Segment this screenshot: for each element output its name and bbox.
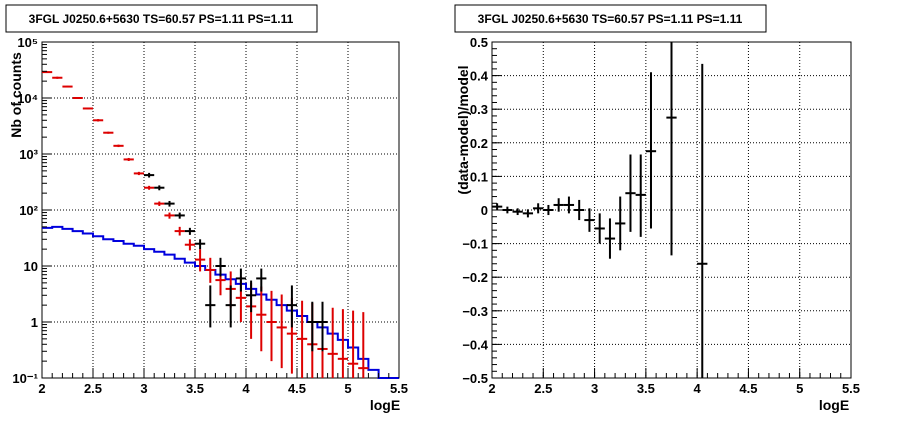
y-tick-label: −0.5: [462, 371, 488, 386]
title-box: [454, 4, 767, 33]
y-axis-label: Nb of counts: [8, 52, 24, 138]
y-axis: −0.5 −0.4 −0.3 −0.2 −0.1 0 0.1 0.2 0.3 0.4 0.5: [462, 35, 502, 386]
x-axis: 2 2.5 3 3.5 4 4.5 5 5.5: [488, 368, 860, 396]
x-tick-label: 5.5: [390, 381, 408, 396]
chart-title: 3FGL J0250.6+5630 TS=60.57 PS=1.11 PS=1.…: [29, 12, 294, 26]
x-tick-label: 5: [344, 381, 351, 396]
y-tick-label: −0.4: [462, 337, 488, 352]
x-axis-label: logE: [370, 397, 400, 413]
x-tick-label: 4: [242, 381, 250, 396]
x-tick-label: 5: [796, 381, 803, 396]
x-tick-label: 3.5: [186, 381, 204, 396]
y-tick-label: −0.3: [462, 304, 488, 319]
y-tick-label: 0.2: [470, 136, 488, 151]
residual-panel: 3FGL J0250.6+5630 TS=60.57 PS=1.11 PS=1.…: [454, 4, 860, 413]
x-tick-label: 3: [140, 381, 147, 396]
y-tick-label: −0.1: [462, 237, 488, 252]
y-axis: 10⁻¹ 1 10 10² 10³ 10⁴ 10⁵: [12, 35, 52, 386]
x-tick-label: 4.5: [288, 381, 306, 396]
y-tick-label: 10: [24, 259, 38, 274]
y-tick-label: 10⁴: [17, 91, 38, 106]
y-tick-label: −0.2: [462, 270, 488, 285]
x-tick-label: 4: [694, 381, 702, 396]
x-tick-label: 2.5: [84, 381, 102, 396]
y-axis-label: (data-model)/model: [455, 65, 471, 194]
y-tick-label: 0.3: [470, 102, 488, 117]
x-tick-label: 4.5: [739, 381, 757, 396]
x-tick-label: 2: [38, 381, 45, 396]
x-tick-label: 2: [488, 381, 495, 396]
y-tick-label: 0.4: [470, 69, 489, 84]
x-tick-label: 3: [591, 381, 598, 396]
title-box: [5, 4, 318, 33]
model-step-line: [42, 225, 399, 379]
y-tick-label: 0.5: [470, 35, 488, 50]
y-tick-label: 10²: [19, 203, 38, 218]
grid: [42, 42, 399, 378]
data-marks: [42, 71, 399, 379]
data-marks: [492, 42, 708, 378]
x-axis: 2 2.5 3 3.5 4 4.5 5 5.5: [38, 368, 408, 396]
y-tick-label: 10⁻¹: [12, 371, 38, 386]
y-tick-label: 0: [481, 203, 488, 218]
x-tick-label: 3.5: [637, 381, 655, 396]
x-axis-label: logE: [819, 397, 849, 413]
chart-title: 3FGL J0250.6+5630 TS=60.57 PS=1.11 PS=1.…: [478, 12, 743, 26]
y-tick-label: 10³: [19, 147, 38, 162]
x-tick-label: 5.5: [842, 381, 860, 396]
counts-panel: 3FGL J0250.6+5630 TS=60.57 PS=1.11 PS=1.…: [5, 4, 408, 413]
y-tick-label: 10⁵: [17, 35, 38, 50]
y-tick-label: 0.1: [470, 169, 488, 184]
y-tick-label: 1: [31, 315, 38, 330]
x-tick-label: 2.5: [534, 381, 552, 396]
